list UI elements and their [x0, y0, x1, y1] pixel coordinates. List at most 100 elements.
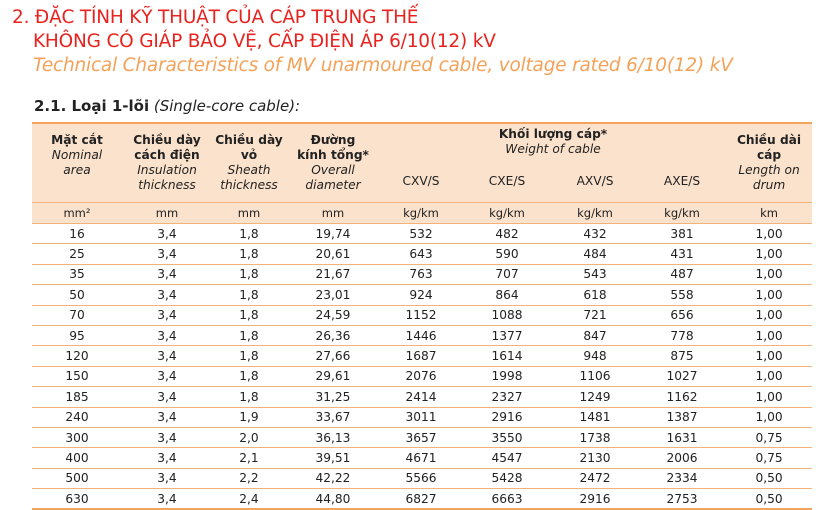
table-cell: 2,4 [212, 488, 286, 510]
table-cell: 25 [32, 243, 122, 265]
section-label-english: (Single-core cable): [153, 97, 301, 115]
table-cell: 39,51 [286, 447, 380, 469]
header-insulation: Chiều dày cách điện Insulation thickness [122, 122, 212, 203]
title-line-1: 2. ĐẶC TÍNH KỸ THUẬT CỦA CÁP TRUNG THẾ [12, 7, 419, 28]
header-sheath-vi1: Chiều dày [215, 133, 283, 147]
table-cell: 0,75 [726, 447, 813, 469]
table-cell: 1738 [552, 427, 638, 449]
table-cell: 487 [638, 264, 727, 286]
header-ins-en2: thickness [138, 178, 196, 192]
table-row: 35 3,4 1,8 21,67 763 707 543 487 1,00 [32, 264, 813, 286]
table-cell: 3,4 [122, 447, 212, 469]
table-cell: 618 [552, 284, 638, 306]
table-cell: 924 [380, 284, 462, 306]
table-cell: 1,00 [726, 366, 813, 388]
table-cell: 1249 [552, 386, 638, 408]
table-cell: 2130 [552, 447, 638, 469]
table-cell: 23,01 [286, 284, 380, 306]
table-cell: 3,4 [122, 243, 212, 265]
table-cell: 1,8 [212, 386, 286, 408]
table-cell: 948 [552, 345, 638, 367]
unit-cell: kg/km [462, 202, 552, 224]
table-row: 70 3,4 1,8 24,59 1152 1088 721 656 1,00 [32, 305, 813, 326]
table-cell: 70 [32, 305, 122, 326]
table-cell: 656 [638, 305, 727, 326]
unit-cell: mm [122, 202, 212, 224]
header-dia-vi1: Đường [310, 133, 356, 147]
table-cell: 400 [32, 447, 122, 469]
table-cell: 2414 [380, 386, 462, 408]
table-cell: 3,4 [122, 468, 212, 490]
table-cell: 1,00 [726, 407, 813, 428]
header-ins-vi2: cách điện [134, 148, 200, 162]
table-row: 500 3,4 2,2 42,22 5566 5428 2472 2334 0,50 [32, 468, 813, 490]
table-cell: 3,4 [122, 366, 212, 388]
table-cell: 150 [32, 366, 122, 388]
header-area: Mặt cắt Nominal area [32, 122, 122, 203]
table-row: 50 3,4 1,8 23,01 924 864 618 558 1,00 [32, 284, 813, 306]
table-row: 185 3,4 1,8 31,25 2414 2327 1249 1162 1,00 [32, 386, 813, 408]
table-cell: 2916 [462, 407, 552, 428]
table-cell: 778 [638, 325, 727, 347]
table-cell: 21,67 [286, 264, 380, 286]
table-cell: 1387 [638, 407, 727, 428]
header-len-vi2: cáp [756, 148, 782, 162]
table-cell: 4547 [462, 447, 552, 469]
header-area-en2: area [63, 163, 91, 177]
table-cell: 4671 [380, 447, 462, 469]
table-cell: 0,75 [726, 427, 813, 449]
table-cell: 482 [462, 223, 552, 245]
header-cxe: CXE/S [462, 160, 552, 203]
table-cell: 2472 [552, 468, 638, 490]
table-cell: 240 [32, 407, 122, 428]
table-row: 16 3,4 1,8 19,74 532 482 432 381 1,00 [32, 223, 813, 245]
header-sheath: Chiều dày vỏ Sheath thickness [212, 122, 286, 203]
table-cell: 1446 [380, 325, 462, 347]
table-cell: 1,8 [212, 223, 286, 245]
table-cell: 50 [32, 284, 122, 306]
table-cell: 27,66 [286, 345, 380, 367]
table-cell: 3,4 [122, 264, 212, 286]
table-cell: 3,4 [122, 305, 212, 326]
document-title: 2. ĐẶC TÍNH KỸ THUẬT CỦA CÁP TRUNG THẾ K… [12, 6, 733, 78]
table-cell: 5566 [380, 468, 462, 490]
table-cell: 847 [552, 325, 638, 347]
header-sheath-en2: thickness [220, 178, 278, 192]
table-row: 240 3,4 1,9 33,67 3011 2916 1481 1387 1,00 [32, 407, 813, 428]
table-cell: 1106 [552, 366, 638, 388]
table-cell: 1,8 [212, 243, 286, 265]
unit-cell: mm² [32, 202, 122, 224]
section-label: 2.1. Loại 1-lõi [34, 97, 150, 115]
unit-cell: mm [212, 202, 286, 224]
table-cell: 3,4 [122, 386, 212, 408]
header-axv: AXV/S [552, 160, 638, 203]
header-axe: AXE/S [638, 160, 727, 203]
table-cell: 3011 [380, 407, 462, 428]
table-cell: 532 [380, 223, 462, 245]
table-cell: 3,4 [122, 427, 212, 449]
table-cell: 33,67 [286, 407, 380, 428]
table-cell: 630 [32, 488, 122, 510]
table-cell: 1,00 [726, 264, 813, 286]
table-cell: 1,00 [726, 305, 813, 326]
header-ins-en1: Insulation [137, 163, 197, 177]
table-cell: 5428 [462, 468, 552, 490]
table-row: 300 3,4 2,0 36,13 3657 3550 1738 1631 0,75 [32, 427, 813, 449]
table-row: 95 3,4 1,8 26,36 1446 1377 847 778 1,00 [32, 325, 813, 347]
table-cell: 1,8 [212, 305, 286, 326]
table-cell: 1162 [638, 386, 727, 408]
table-row: 25 3,4 1,8 20,61 643 590 484 431 1,00 [32, 243, 813, 265]
table-cell: 643 [380, 243, 462, 265]
header-weight: Khối lượng cáp* Weight of cable [380, 122, 727, 160]
table-cell: 721 [552, 305, 638, 326]
table-cell: 1481 [552, 407, 638, 428]
table-cell: 2,1 [212, 447, 286, 469]
table-cell: 2753 [638, 488, 727, 510]
table-cell: 0,50 [726, 488, 813, 510]
table-cell: 1687 [380, 345, 462, 367]
cable-spec-table: Mặt cắt Nominal area Chiều dày cách điện… [32, 122, 813, 510]
unit-cell: kg/km [552, 202, 638, 224]
table-row: 150 3,4 1,8 29,61 2076 1998 1106 1027 1,00 [32, 366, 813, 388]
units-row: mm² mm mm mm kg/km kg/km kg/km kg/km km [32, 202, 813, 224]
table-cell: 864 [462, 284, 552, 306]
